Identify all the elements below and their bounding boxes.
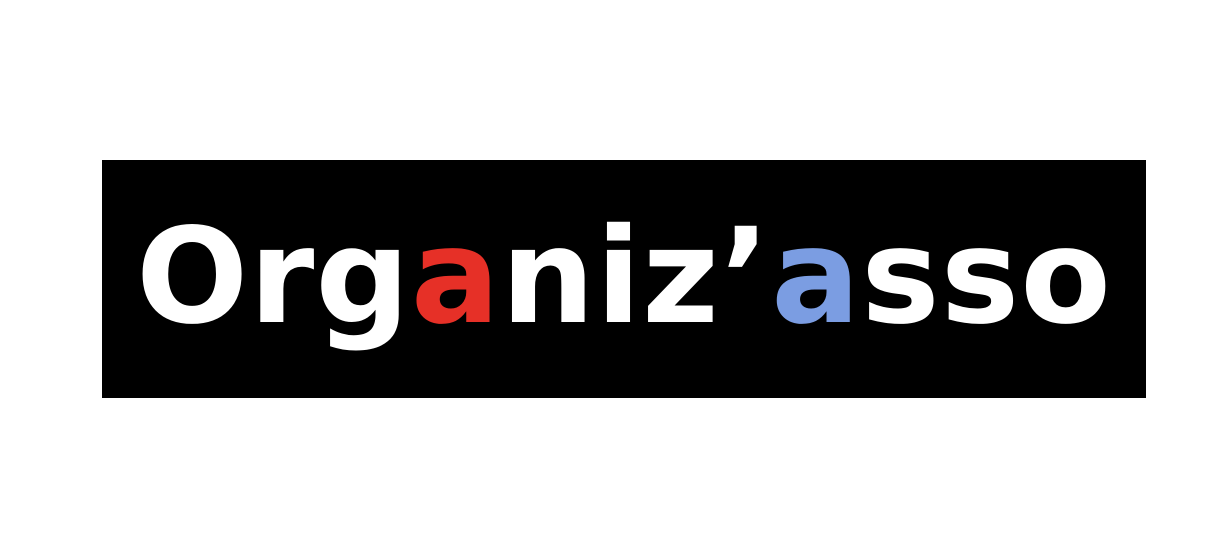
- logo-part-sso: sso: [861, 200, 1112, 354]
- logo-part-a-red: a: [410, 200, 501, 354]
- logo-part-org: Org: [136, 200, 411, 354]
- logo-part-a-blue: a: [771, 200, 862, 354]
- logo-part-niz: niz’: [500, 200, 772, 354]
- logo-wordmark: Organiz’asso: [136, 211, 1112, 343]
- logo-banner: Organiz’asso: [102, 160, 1146, 398]
